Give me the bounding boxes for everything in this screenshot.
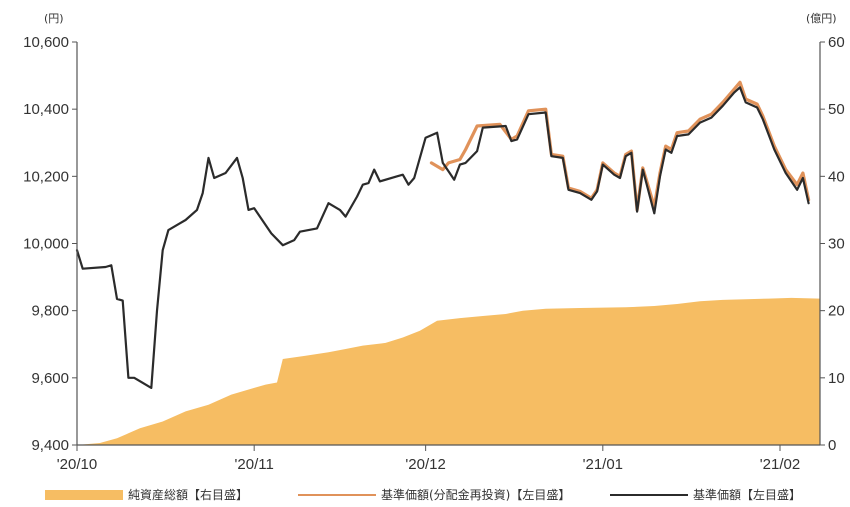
- x-tick-label: '21/02: [760, 456, 800, 473]
- left-tick-label: 9,400: [31, 437, 69, 454]
- left-tick-label: 10,400: [23, 101, 69, 118]
- right-tick-label: 40: [828, 168, 845, 185]
- left-axis-unit: (円): [44, 12, 64, 25]
- left-tick-label: 10,000: [23, 236, 69, 253]
- left-tick-label: 9,600: [31, 370, 69, 387]
- legend-label-nav-reinvested: 基準価額(分配金再投資)【左目盛】: [381, 487, 570, 502]
- x-tick-label: '20/10: [57, 456, 97, 473]
- left-tick-label: 10,600: [23, 34, 69, 51]
- tick-labels: 9,400 9,600 9,800 10,000 10,200 10,400 10,600 0…: [23, 34, 845, 473]
- nav-lines-layer: [75, 80, 811, 389]
- series-line-nav_reinvested: [429, 80, 811, 212]
- legend-swatch-net-assets: [45, 490, 123, 500]
- right-axis-unit: (億円): [806, 12, 837, 25]
- legend: 純資産総額【右目盛】 基準価額(分配金再投資)【左目盛】 基準価額【左目盛】: [45, 487, 801, 502]
- right-tick-label: 60: [828, 34, 845, 51]
- x-tick-label: '20/11: [235, 456, 274, 473]
- net-assets-area-layer: [77, 297, 820, 445]
- left-tick-label: 9,800: [31, 303, 69, 320]
- legend-label-nav: 基準価額【左目盛】: [693, 487, 801, 502]
- right-tick-label: 30: [828, 236, 845, 253]
- x-tick-label: '20/12: [405, 456, 445, 473]
- right-tick-label: 20: [828, 303, 845, 320]
- right-tick-label: 10: [828, 370, 845, 387]
- left-tick-label: 10,200: [23, 168, 69, 185]
- series-line-nav: [75, 86, 810, 389]
- right-tick-label: 50: [828, 101, 845, 118]
- x-tick-label: '21/01: [583, 456, 623, 473]
- right-tick-label: 0: [828, 437, 836, 454]
- series-area-net_assets: [77, 297, 820, 445]
- axes: [72, 41, 825, 451]
- legend-label-net-assets: 純資産総額【右目盛】: [128, 487, 248, 502]
